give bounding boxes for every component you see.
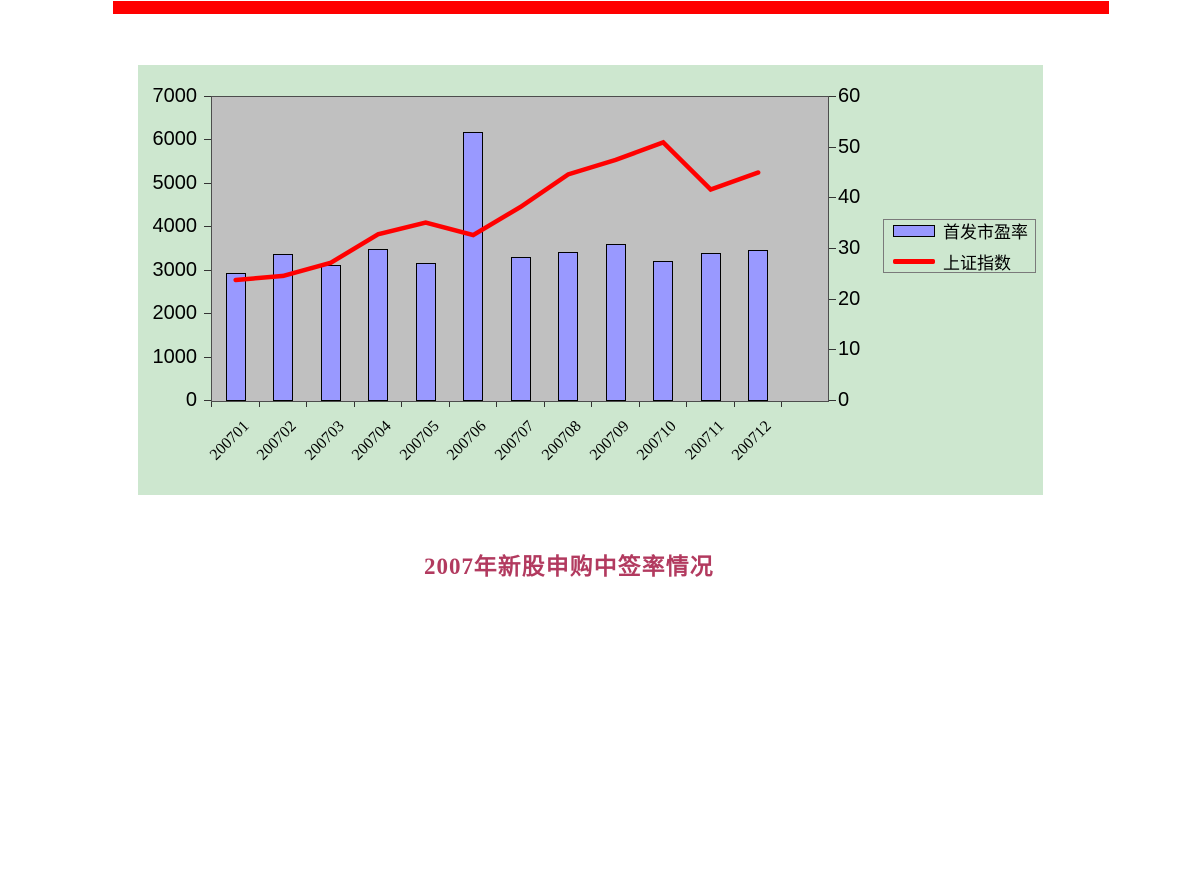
chart-panel: 0 1000 2000 3000 4000 5000 6000 7000 0 10 20 30 40 5… — [138, 65, 1043, 495]
x-axis-tick — [496, 402, 497, 407]
bar-200711 — [700, 252, 721, 401]
right-axis-tick — [829, 248, 836, 249]
x-axis-tick — [448, 402, 450, 407]
chart-caption: 2007年新股申购中签率情况 — [424, 554, 714, 579]
left-axis-tick — [204, 182, 211, 184]
legend-label: 上证指数 — [943, 254, 1011, 273]
legend-label: 首发市盈率 — [943, 223, 1028, 242]
bar-200708 — [558, 252, 579, 401]
right-axis-tick — [829, 96, 836, 97]
legend-bar-swatch-icon — [893, 224, 935, 237]
right-axis-tick-label: 60 — [838, 85, 861, 107]
left-axis-tick-label: 7000 — [152, 85, 198, 107]
legend-entry: 上证指数 — [893, 249, 1035, 274]
bar-200703 — [320, 264, 341, 401]
right-axis-tick-label: 30 — [838, 237, 861, 259]
bar-200706 — [463, 132, 484, 401]
plot-area — [211, 96, 829, 402]
bar-200710 — [653, 261, 674, 401]
line-series — [233, 139, 761, 283]
x-axis-tick — [591, 402, 592, 407]
x-axis-tick — [258, 402, 260, 407]
bar-200712 — [748, 249, 769, 401]
bar-200709 — [605, 243, 626, 401]
legend-line-swatch-icon — [893, 259, 935, 264]
x-axis-tick — [733, 402, 735, 407]
legend: 首发市盈率 上证指数 — [883, 219, 1036, 273]
legend-entry: 首发市盈率 — [893, 218, 1035, 243]
bar-200707 — [510, 256, 531, 401]
bar-200704 — [368, 248, 389, 401]
right-axis-tick — [829, 400, 836, 401]
left-axis-tick-label: 5000 — [152, 171, 198, 194]
caption-wrap: 2007年新股申购中签率情况 — [0, 547, 1138, 581]
x-axis-tick — [686, 402, 687, 407]
left-axis-tick-label: 0 — [185, 389, 197, 411]
bar-200705 — [415, 263, 436, 401]
right-axis-tick — [829, 298, 836, 300]
right-axis-tick — [829, 146, 836, 148]
right-axis-tick-label: 10 — [838, 338, 861, 361]
right-axis-tick-label: 0 — [838, 389, 850, 411]
left-axis-tick — [204, 356, 211, 358]
top-red-bar — [113, 1, 1109, 14]
right-axis-tick-label: 20 — [838, 287, 861, 310]
left-axis-tick-label: 4000 — [152, 215, 198, 238]
left-axis-tick-label: 1000 — [152, 345, 198, 368]
x-axis-tick — [543, 402, 545, 407]
right-axis-tick — [829, 349, 836, 351]
bar-200701 — [225, 273, 246, 401]
left-axis-tick-label: 2000 — [152, 302, 198, 325]
left-axis-tick — [204, 269, 211, 271]
x-axis-tick — [306, 402, 307, 407]
left-axis-tick — [204, 139, 211, 141]
left-axis-tick — [204, 313, 211, 315]
left-axis-tick — [204, 400, 211, 401]
x-axis-tick — [353, 402, 355, 407]
bar-200702 — [273, 253, 294, 401]
left-axis-tick — [204, 226, 211, 228]
x-axis-tick — [401, 402, 402, 407]
left-axis-tick-label: 6000 — [152, 128, 198, 151]
x-axis-tick — [781, 402, 782, 407]
right-axis-tick — [829, 197, 836, 199]
right-axis-tick-label: 50 — [838, 135, 861, 158]
x-axis-tick — [211, 402, 212, 407]
right-axis-tick-label: 40 — [838, 186, 861, 209]
x-axis-tick — [638, 402, 640, 407]
left-axis-tick — [204, 96, 211, 97]
left-axis-tick-label: 3000 — [152, 258, 198, 281]
